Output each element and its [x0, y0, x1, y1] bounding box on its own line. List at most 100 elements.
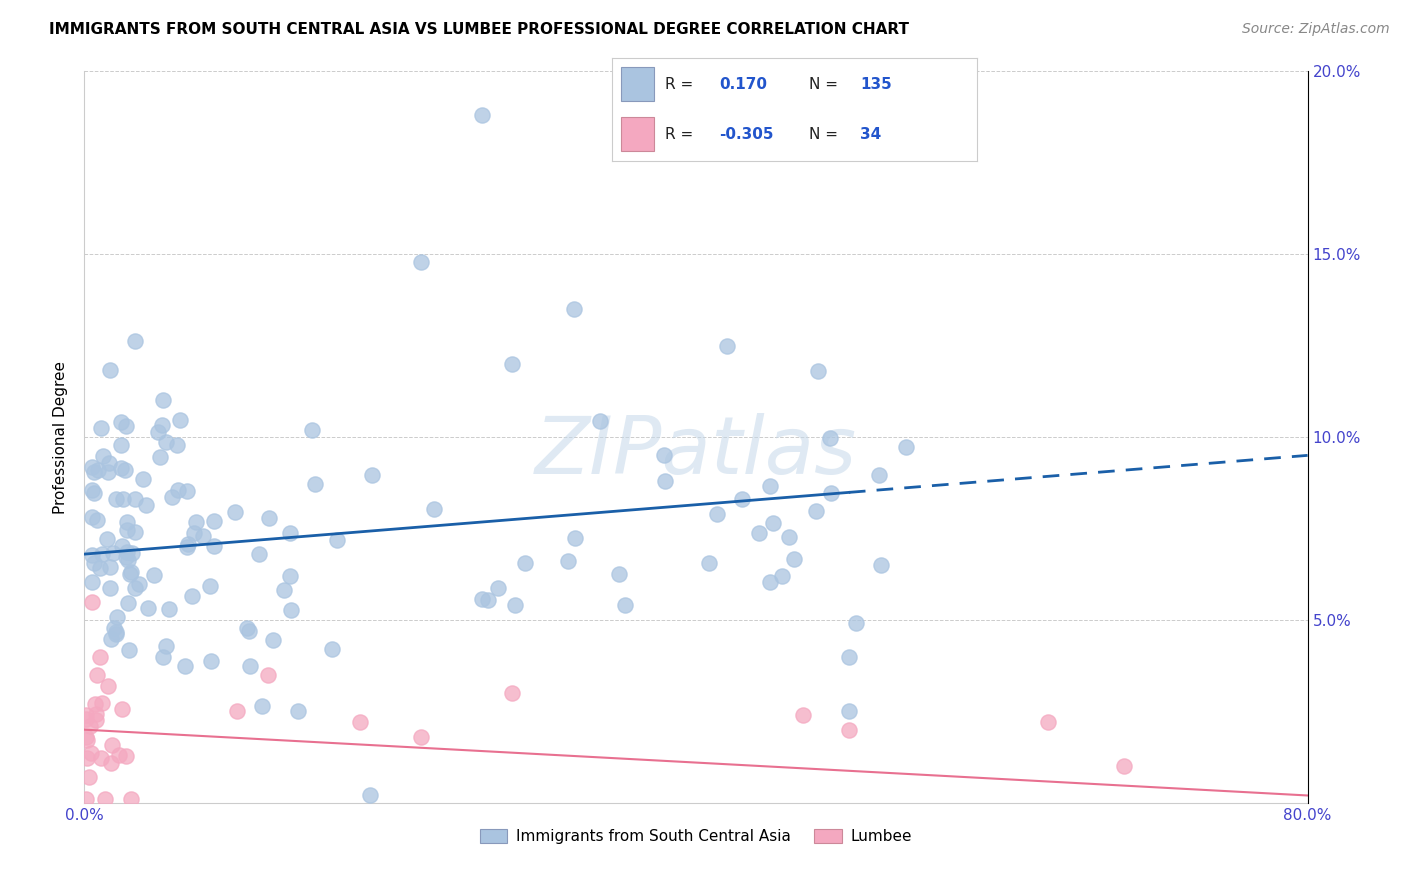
Point	[90, 420, 112, 434]
Point	[349, 715, 371, 730]
Point	[157, 602, 180, 616]
Point	[202, 539, 225, 553]
Point	[326, 533, 349, 548]
Point	[471, 592, 494, 607]
Point	[321, 641, 343, 656]
Point	[110, 461, 132, 475]
Point	[250, 698, 273, 713]
Point	[136, 601, 159, 615]
Point	[513, 556, 536, 570]
Text: ZIPatlas: ZIPatlas	[534, 413, 858, 491]
Point	[120, 792, 142, 806]
Point	[502, 686, 524, 700]
Point	[120, 566, 142, 581]
Text: R =: R =	[665, 127, 693, 142]
Point	[80, 548, 103, 562]
Point	[238, 624, 260, 639]
Point	[697, 557, 720, 571]
Point	[409, 254, 432, 268]
Point	[105, 491, 128, 506]
Point	[80, 575, 103, 590]
Point	[84, 706, 107, 721]
Point	[97, 679, 120, 693]
Point	[759, 479, 782, 493]
Point	[79, 770, 101, 784]
Point	[280, 602, 302, 616]
Point	[94, 792, 117, 806]
Point	[115, 515, 138, 529]
Point	[150, 417, 173, 432]
Point	[477, 593, 499, 607]
Point	[564, 531, 586, 545]
Point	[166, 438, 188, 452]
Text: IMMIGRANTS FROM SOUTH CENTRAL ASIA VS LUMBEE PROFESSIONAL DEGREE CORRELATION CHA: IMMIGRANTS FROM SOUTH CENTRAL ASIA VS LU…	[49, 22, 910, 37]
Point	[845, 615, 868, 630]
Point	[110, 415, 132, 429]
Point	[838, 705, 860, 719]
Point	[103, 546, 125, 560]
Point	[1114, 759, 1136, 773]
Point	[360, 789, 382, 803]
Point	[86, 713, 108, 727]
Point	[79, 719, 101, 733]
Point	[257, 510, 280, 524]
Point	[180, 589, 202, 603]
Point	[80, 509, 103, 524]
Point	[91, 547, 114, 561]
Point	[200, 654, 222, 668]
Point	[262, 632, 284, 647]
Point	[778, 530, 800, 544]
Point	[80, 483, 103, 498]
Point	[132, 473, 155, 487]
Point	[609, 566, 631, 581]
Point	[115, 523, 138, 537]
Point	[176, 483, 198, 498]
Point	[198, 579, 221, 593]
Point	[115, 419, 138, 434]
Point	[361, 468, 384, 483]
FancyBboxPatch shape	[621, 118, 654, 152]
Point	[115, 748, 138, 763]
Point	[614, 598, 637, 612]
Point	[304, 477, 326, 491]
Point	[124, 582, 146, 596]
Point	[820, 431, 842, 445]
Point	[239, 658, 262, 673]
Point	[257, 667, 280, 681]
Point	[166, 483, 188, 498]
Point	[226, 705, 249, 719]
Point	[98, 560, 121, 574]
Point	[83, 465, 105, 479]
Point	[124, 525, 146, 540]
Point	[748, 526, 770, 541]
Point	[838, 723, 860, 737]
Point	[820, 485, 842, 500]
Point	[80, 746, 103, 760]
Text: N =: N =	[808, 127, 838, 142]
Text: -0.305: -0.305	[720, 127, 773, 142]
Point	[423, 502, 446, 516]
Point	[100, 632, 122, 646]
Point	[76, 733, 98, 747]
Legend: Immigrants from South Central Asia, Lumbee: Immigrants from South Central Asia, Lumb…	[474, 822, 918, 850]
Point	[103, 621, 125, 635]
Point	[152, 649, 174, 664]
Point	[792, 708, 814, 723]
Point	[118, 643, 141, 657]
Point	[75, 792, 97, 806]
Point	[762, 516, 785, 531]
Point	[706, 507, 728, 521]
Point	[115, 545, 138, 559]
Point	[97, 465, 120, 479]
Point	[98, 582, 121, 596]
Point	[502, 357, 524, 371]
Point	[89, 561, 111, 575]
Point	[486, 581, 509, 595]
Point	[105, 624, 128, 639]
Point	[121, 546, 143, 560]
Point	[91, 449, 114, 463]
Point	[86, 667, 108, 681]
Point	[120, 565, 142, 579]
Text: N =: N =	[808, 77, 838, 92]
Point	[409, 730, 432, 744]
